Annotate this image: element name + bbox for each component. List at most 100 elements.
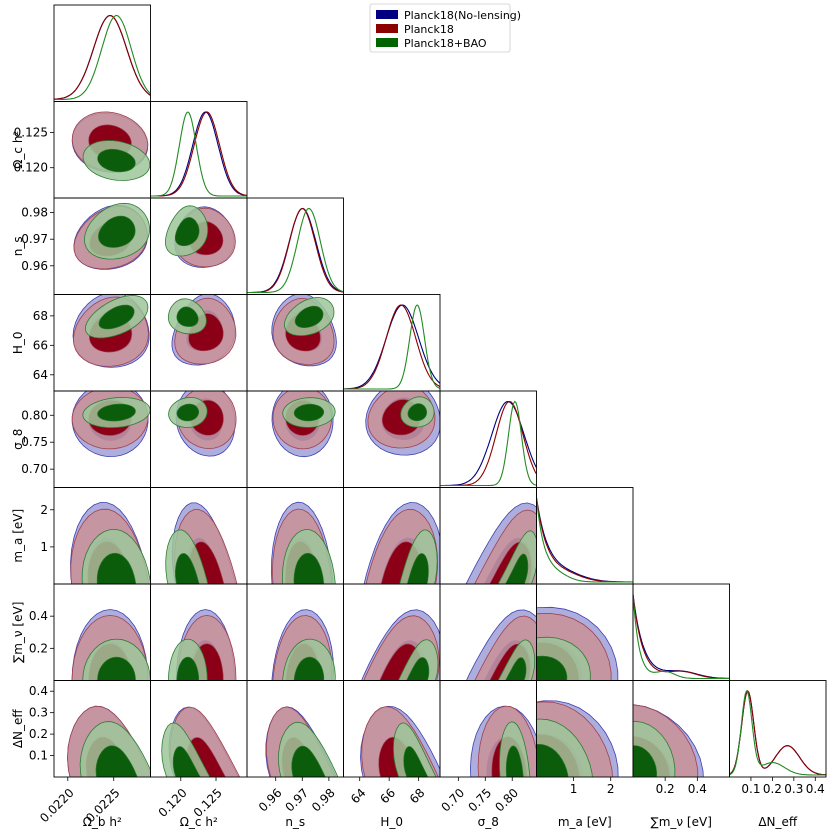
y-tick-label: 0.1 [29,749,48,763]
x-axis-label: ∑m_ν [eV] [651,815,712,829]
y-axis-label: ΔN_eff [11,709,25,749]
y-tick-label: 0.80 [21,408,48,422]
panel-7-7: 0.1 0.2 0.3 0.4 [729,680,827,796]
panel-3-0: 64 66 68 [33,294,151,392]
panel-content [73,202,151,270]
y-tick-label: 66 [33,338,48,352]
panels-layer: 0.1200.1250.960.970.986466680.700.750.80… [14,4,827,825]
panel-content [360,705,440,777]
x-tick-label: 68 [407,786,428,807]
legend-swatch [376,10,398,19]
y-tick-label: 0.96 [21,259,48,273]
panel-3-1 [150,294,248,392]
panel-content [271,294,337,367]
contour-68-planck18-bao [293,552,325,584]
y-tick-label: 64 [33,368,48,382]
marginal-curve-planck18-no-lensing- [54,14,151,100]
panel-content [161,706,241,777]
contour-68-planck18-bao [293,656,325,681]
y-tick-label: 2 [40,503,48,517]
panel-4-1 [150,390,248,488]
contour-68-planck18-bao [174,217,200,247]
y-axis-label: m_a [eV] [11,509,25,563]
marginal-curve-planck18 [536,497,633,583]
x-tick-label: 0.2 [763,782,782,796]
contour-68-planck18-bao [505,553,529,584]
marginal-curve-planck18-bao [54,14,151,101]
panel-content [164,205,236,268]
panel-4-4 [439,390,537,488]
contour-68-planck18-bao [174,553,200,584]
panel-7-4: 0.700.750.80 [438,680,537,815]
x-tick-label: 0.96 [256,786,285,815]
y-tick-label: 0.97 [21,232,48,246]
contour-68-planck18-bao [291,745,326,777]
panel-7-1: 0.120 0.125 [150,680,248,820]
x-axis-label: n_s [285,815,305,829]
panel-6-4 [439,583,537,681]
panel-content [168,391,237,457]
contour-68-planck18-bao [536,743,569,777]
panel-6-3 [343,583,441,681]
panel-3-2 [246,294,344,392]
panel-6-2 [246,583,344,681]
marginal-curve-planck18-bao [633,594,730,680]
marginal-curve-planck18-no-lensing- [536,497,633,583]
panel-content [167,294,237,366]
contour-68-planck18-bao [536,655,568,681]
panel-1-1 [150,101,248,199]
contour-68-planck18-bao [176,656,200,681]
panel-content [440,400,537,487]
panel-1-0: 0.120 0.125 [14,101,151,199]
x-axis-label: m_a [eV] [558,815,612,829]
x-tick-label: 0.97 [282,786,311,815]
marginal-curve-planck18-bao [729,690,826,776]
x-tick-label: 0.4 [806,782,825,796]
y-tick-label: 0.120 [14,161,48,175]
marginal-curve-planck18-bao [536,497,633,583]
panel-0-0 [53,4,151,102]
panel-content [729,690,826,776]
marginal-curve-planck18-bao [440,400,537,487]
panel-content [72,294,150,368]
panel-content [271,391,336,458]
contour-68-planck18-bao [176,306,199,327]
x-tick-label: 0.3 [784,782,803,796]
panel-7-6: 0.2 0.4 [632,680,730,796]
contour-68-planck18-bao [96,552,137,584]
y-tick-label: 0.3 [29,706,48,720]
y-tick-label: 0.2 [29,641,48,655]
panel-content [343,304,440,390]
panel-6-6 [632,583,730,681]
x-axis-label: ΔN_eff [758,815,798,829]
x-tick-label: 0.80 [492,786,521,815]
contour-68-planck18-bao [505,745,524,777]
marginal-curve-planck18 [729,690,826,776]
x-tick-label: 1 [570,782,578,796]
panel-content [270,501,336,584]
x-tick-label: 2 [607,782,615,796]
contour-68-planck18-bao [97,656,136,681]
y-tick-label: 0.70 [21,462,48,476]
panel-content [265,706,339,777]
y-tick-label: 0.125 [14,125,48,139]
panel-content [536,497,633,583]
x-tick-label: 0.4 [688,782,707,796]
panel-content [271,609,336,681]
contour-68-planck18-bao [505,657,527,681]
y-tick-label: 1 [40,540,48,554]
contour-68-planck18-bao [403,746,429,777]
panel-6-5 [536,583,634,681]
panel-4-2 [246,390,344,488]
panel-content [365,391,440,456]
panel-7-0: 0.10.20.30.40.0220 0.0225 [29,680,151,825]
legend-label: Planck18 [404,23,454,36]
y-tick-label: 68 [33,309,48,323]
contour-68-planck18-bao [97,148,136,173]
panel-5-0: 12 [40,487,151,585]
marginal-curve-planck18-bao [343,304,440,390]
panel-content [633,594,730,680]
contour-68-planck18-bao [407,403,427,422]
panel-5-4 [439,487,537,585]
marginal-curve-planck18 [633,594,730,680]
